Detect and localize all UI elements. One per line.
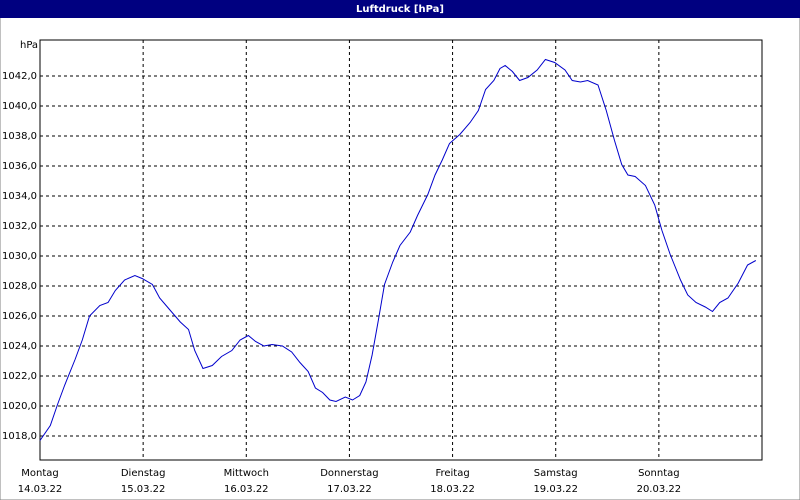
y-tick-label: 1028,0 <box>2 281 37 292</box>
x-tick-label: Mittwoch <box>224 468 269 479</box>
x-tick-label: Sonntag <box>638 468 680 479</box>
y-tick-label: 1032,0 <box>2 221 37 232</box>
x-tick-label: Dienstag <box>121 468 166 479</box>
y-tick-label: 1034,0 <box>2 191 37 202</box>
y-axis-label: hPa <box>20 40 38 51</box>
y-tick-label: 1018,0 <box>2 431 37 442</box>
x-tick-date: 16.03.22 <box>224 484 269 495</box>
x-tick-date: 14.03.22 <box>18 484 63 495</box>
x-tick-label: Freitag <box>435 468 469 479</box>
x-tick-date: 15.03.22 <box>121 484 166 495</box>
y-tick-label: 1042,0 <box>2 71 37 82</box>
x-tick-date: 20.03.22 <box>637 484 682 495</box>
y-tick-label: 1030,0 <box>2 251 37 262</box>
y-tick-label: 1024,0 <box>2 341 37 352</box>
x-tick-date: 19.03.22 <box>533 484 578 495</box>
x-tick-date: 17.03.22 <box>327 484 372 495</box>
y-tick-label: 1020,0 <box>2 401 37 412</box>
y-tick-label: 1038,0 <box>2 131 37 142</box>
y-tick-label: 1036,0 <box>2 161 37 172</box>
y-tick-label: 1040,0 <box>2 101 37 112</box>
y-tick-label: 1026,0 <box>2 311 37 322</box>
title-bar <box>0 0 800 18</box>
x-tick-label: Montag <box>21 468 58 479</box>
x-tick-date: 18.03.22 <box>430 484 475 495</box>
x-tick-label: Donnerstag <box>320 468 378 479</box>
chart-title: Luftdruck [hPa] <box>356 4 444 15</box>
y-tick-label: 1022,0 <box>2 371 37 382</box>
plot-area <box>39 39 763 461</box>
data-line <box>39 58 757 441</box>
x-tick-label: Samstag <box>534 468 578 479</box>
